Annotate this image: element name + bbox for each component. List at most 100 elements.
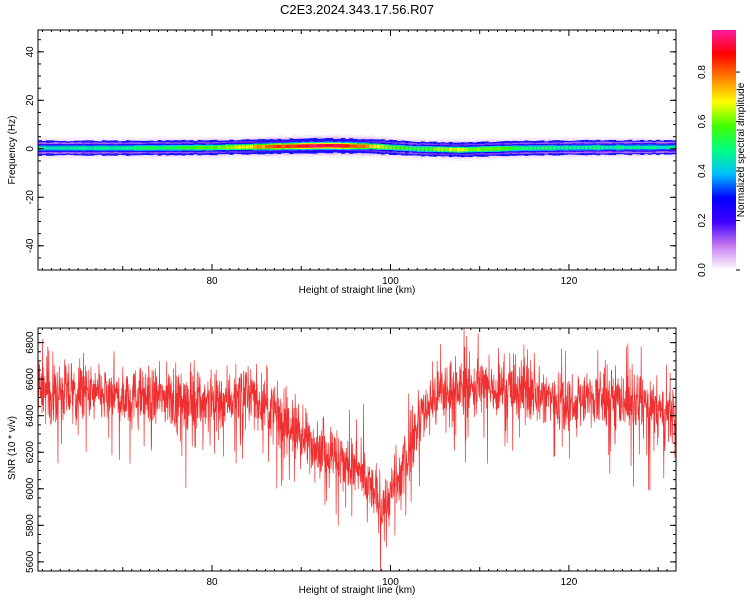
spectral-cell (524, 146, 530, 150)
spectral-cell (544, 146, 549, 150)
spectral-cell (165, 146, 171, 150)
colorbar-gradient (712, 30, 736, 270)
spectral-cell (121, 146, 127, 150)
spectral-cell (113, 146, 119, 150)
spectral-cell (97, 146, 103, 150)
spectral-cell (345, 144, 350, 148)
spectral-cell (364, 144, 370, 149)
spectrogram-frame (37, 29, 677, 271)
spectral-cell (125, 146, 131, 150)
spectral-cell (596, 145, 601, 150)
spectral-cell (341, 144, 346, 148)
snr-line-path (38, 328, 676, 571)
spectral-cell (117, 146, 123, 150)
spectral-cell (169, 145, 175, 150)
spectral-cell (249, 145, 254, 149)
spectral-cell (38, 146, 43, 150)
snr-panel: 80 100 120 5600 5800 6000 6200 6400 6600 6800 He… (7, 327, 677, 596)
spectral-cell (157, 146, 163, 150)
y-tick-label: 5800 (25, 514, 36, 537)
colorbar: 0.0 0.2 0.4 0.6 0.8 Normalized spectral ampl… (697, 30, 747, 277)
spectral-cell (372, 144, 378, 149)
spectral-cell (185, 145, 191, 150)
spectral-cell (213, 145, 219, 150)
spectral-cell (476, 147, 482, 152)
spectral-cell (500, 146, 506, 151)
spectral-cell (141, 146, 147, 150)
spectral-cell (321, 143, 326, 148)
y-tick-label: -40 (25, 238, 36, 253)
spectral-cell (444, 147, 450, 152)
spectral-cell (472, 147, 478, 152)
spectral-cell (85, 146, 91, 150)
colorbar-tick-label: 0.2 (697, 213, 708, 227)
spectral-cell (528, 146, 534, 150)
spectral-cell (81, 146, 87, 150)
spectral-cell (161, 146, 167, 150)
spectral-cell (261, 145, 266, 149)
spectral-cell (368, 144, 374, 148)
snr-series (38, 328, 676, 571)
spectral-cell (281, 144, 286, 149)
spectral-cell (492, 147, 498, 151)
spectral-cell (245, 145, 250, 149)
spectral-cell (277, 144, 282, 149)
spectral-cell (317, 144, 322, 148)
spectral-cell (656, 145, 661, 150)
y-tick-label: 6800 (25, 331, 36, 354)
y-tick-label: 6000 (25, 477, 36, 500)
x-tick-label: 120 (561, 276, 578, 287)
figure-title: C2E3.2024.343.17.56.R07 (280, 2, 434, 17)
spectral-cell (612, 145, 617, 150)
spectral-cell (600, 145, 605, 150)
spectral-cell (177, 146, 183, 150)
spectral-cell (632, 145, 637, 150)
x-tick-label: 120 (561, 577, 578, 588)
spectral-cell (201, 145, 207, 150)
spectral-cell (536, 146, 542, 150)
spectral-cell (532, 146, 538, 150)
x-tick-label: 80 (206, 577, 218, 588)
spectral-cell (189, 146, 195, 150)
spectral-cell (540, 146, 546, 150)
spectral-cell (416, 147, 422, 151)
x-tick-label: 100 (382, 276, 399, 287)
spectral-cell (620, 145, 625, 150)
spectral-cell (313, 144, 318, 148)
spectral-cell (257, 144, 262, 149)
y-tick-label: 5600 (25, 550, 36, 573)
spectral-cell (440, 147, 446, 151)
spectral-cell (396, 146, 402, 150)
spectral-cell (221, 145, 227, 150)
spectral-cell (273, 144, 278, 149)
spectral-cell (496, 146, 502, 151)
spectral-cell (564, 145, 569, 150)
spectral-cell (353, 144, 358, 148)
spectral-cell (504, 146, 510, 151)
spectral-cell (133, 146, 139, 150)
spectral-cell (153, 146, 159, 150)
spectral-cell (357, 144, 362, 148)
spectrogram-panel: 80 100 120 -40 -20 0 20 40 Height of straight … (7, 29, 677, 296)
spectral-cell (404, 146, 410, 150)
spectral-cell (392, 145, 398, 150)
y-tick-label: -20 (25, 190, 36, 205)
spectral-cell (349, 144, 354, 148)
x-tick-label: 80 (206, 276, 218, 287)
colorbar-tick-label: 0.0 (697, 263, 708, 277)
spectral-cell (644, 145, 649, 150)
spectral-cell (436, 147, 442, 151)
spectral-cell (424, 147, 430, 151)
spectral-cell (269, 144, 274, 149)
spectral-cell (452, 147, 458, 152)
spectral-cell (297, 144, 302, 148)
spectral-cell (520, 146, 526, 150)
colorbar-label: Normalized spectral amplitude (736, 82, 747, 217)
spectral-cell (105, 146, 111, 150)
spectral-cell (604, 145, 609, 150)
spectral-cell (488, 147, 494, 151)
y-tick-label: 20 (25, 94, 36, 106)
spectral-cell (648, 145, 653, 150)
spectral-cell (289, 144, 294, 149)
